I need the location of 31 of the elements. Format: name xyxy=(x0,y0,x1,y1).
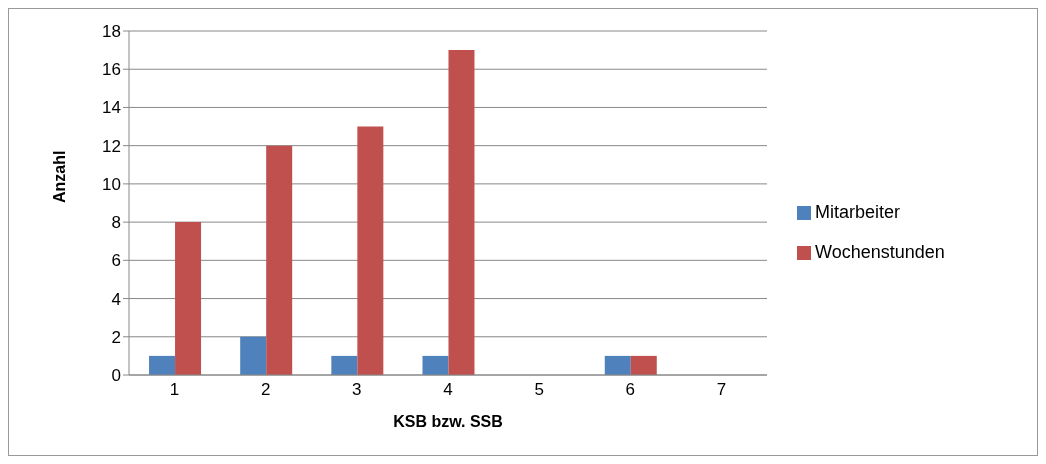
bar xyxy=(149,355,176,375)
bar xyxy=(240,336,267,375)
x-tick-label: 6 xyxy=(625,380,636,400)
y-tick-label: 2 xyxy=(111,327,121,347)
bar xyxy=(448,50,475,375)
y-axis-title: Anzahl xyxy=(50,150,68,203)
y-tick-label: 18 xyxy=(102,22,121,42)
bar xyxy=(422,355,449,375)
bar xyxy=(266,145,293,375)
bar xyxy=(630,355,657,375)
y-tick-label: 4 xyxy=(111,289,121,309)
legend-label: Mitarbeiter xyxy=(815,202,901,222)
y-tick-label: 10 xyxy=(102,174,121,194)
legend-label: Wochenstunden xyxy=(815,242,945,262)
x-tick-label: 1 xyxy=(169,380,180,400)
x-tick-label: 5 xyxy=(534,380,544,400)
x-tick-label: 2 xyxy=(260,380,271,400)
y-tick-label: 6 xyxy=(111,251,121,271)
y-tick-label: 14 xyxy=(102,98,121,118)
x-tick-label: 4 xyxy=(443,380,453,400)
y-tick-label: 0 xyxy=(111,366,121,386)
y-tick-label: 16 xyxy=(102,60,121,80)
bar xyxy=(331,355,358,375)
bar xyxy=(175,222,202,375)
y-tick-label: 8 xyxy=(111,213,121,233)
x-tick-label: 3 xyxy=(352,380,362,400)
x-axis-title: KSB bzw. SSB xyxy=(393,413,503,430)
x-tick-label: 7 xyxy=(716,380,727,400)
bar xyxy=(357,126,384,375)
y-tick-label: 12 xyxy=(102,136,121,156)
bar xyxy=(604,355,631,375)
